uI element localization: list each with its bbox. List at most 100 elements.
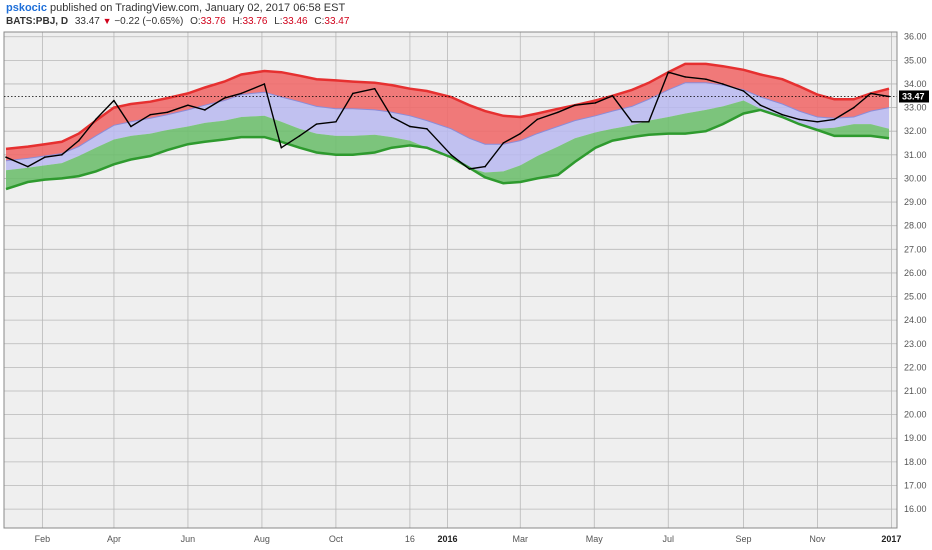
x-tick-label: Apr	[107, 534, 121, 544]
upper-band-area	[6, 63, 889, 161]
y-tick-label: 32.00	[904, 126, 927, 136]
price-point	[888, 95, 890, 98]
price-point	[684, 76, 687, 78]
price-point	[263, 83, 266, 85]
price-point	[722, 83, 724, 85]
middle-band-line	[5, 82, 890, 162]
price-point	[223, 97, 226, 99]
y-tick-label: 34.00	[904, 79, 927, 89]
y-tick-label: 18.00	[904, 457, 927, 467]
x-tick-label: Jun	[181, 534, 196, 544]
price-point	[352, 92, 354, 95]
price-point	[833, 118, 836, 121]
y-tick-label: 19.00	[904, 433, 927, 443]
price-point	[536, 118, 539, 121]
price-point	[27, 165, 29, 168]
price-point	[484, 165, 486, 168]
price-point	[667, 71, 670, 73]
chart-header-publish: pskocic published on TradingView.com, Ja…	[6, 2, 345, 14]
indicator-bands	[5, 62, 890, 191]
y-tick-label: 30.00	[904, 173, 927, 183]
price-point	[426, 128, 428, 130]
last-price-tag: 33.47	[902, 91, 925, 101]
price-point	[130, 125, 132, 128]
y-tick-label: 17.00	[904, 480, 927, 490]
price-point	[149, 113, 152, 116]
price-point	[648, 120, 650, 123]
change-text: −0.22 (−0.65%)	[114, 16, 184, 27]
open-label: O:	[190, 16, 201, 27]
price-point	[502, 142, 505, 144]
y-tick-label: 25.00	[904, 292, 927, 302]
x-tick-label: Mar	[513, 534, 529, 544]
price-point	[240, 92, 243, 95]
published-text: published on TradingView.com, January 02…	[50, 2, 346, 14]
last-price-tag-bg	[899, 90, 929, 103]
price-point	[113, 99, 115, 102]
x-tick-label: 2016	[437, 534, 457, 544]
price-point	[335, 120, 337, 123]
price-point	[187, 104, 189, 107]
down-triangle-icon: ▼	[102, 16, 112, 26]
price-point	[44, 156, 46, 158]
high-value: 33.76	[242, 16, 268, 27]
price-point	[315, 123, 318, 125]
price-point	[594, 102, 597, 104]
price-point	[574, 104, 576, 107]
y-tick-label: 28.00	[904, 221, 927, 231]
x-tick-label: Sep	[735, 534, 751, 544]
price-point	[94, 118, 97, 121]
price-point	[60, 154, 63, 156]
lower-band-line	[5, 108, 890, 191]
y-tick-label: 20.00	[904, 410, 927, 420]
x-tick-label: May	[586, 534, 604, 544]
price-point	[816, 120, 819, 123]
price-point	[557, 111, 559, 114]
last-price-text: 33.47	[74, 16, 100, 27]
y-tick-label: 31.00	[904, 150, 927, 160]
price-point	[204, 109, 206, 111]
x-tick-label: Oct	[329, 534, 344, 544]
upper-band-line	[5, 62, 890, 151]
close-label: C:	[314, 16, 325, 27]
y-tick-label: 35.00	[904, 55, 927, 65]
price-point	[373, 87, 376, 90]
price-series	[5, 71, 890, 170]
author-link[interactable]: pskocic	[6, 2, 47, 14]
price-point	[759, 104, 762, 107]
price-point	[468, 168, 471, 170]
open-value: 33.76	[200, 16, 226, 27]
y-tick-label: 27.00	[904, 244, 927, 254]
price-point	[5, 156, 7, 158]
x-tick-label: Aug	[254, 534, 270, 544]
x-tick-label: Feb	[35, 534, 51, 544]
price-point	[781, 113, 784, 116]
y-tick-label: 29.00	[904, 197, 927, 207]
price-point	[853, 106, 855, 109]
price-point	[77, 139, 80, 142]
lower-band-area	[6, 100, 889, 190]
price-point	[409, 125, 411, 128]
price-point	[450, 154, 452, 156]
symbol-label[interactable]: BATS:PBJ, D	[6, 16, 69, 27]
price-point	[742, 90, 745, 92]
high-label: H:	[232, 16, 243, 27]
y-tick-label: 16.00	[904, 504, 927, 514]
y-tick-label: 22.00	[904, 362, 927, 372]
x-tick-label: 16	[405, 534, 415, 544]
plot-frame	[3, 31, 898, 529]
x-tick-label: Nov	[809, 534, 826, 544]
price-point	[798, 118, 801, 121]
y-tick-label: 24.00	[904, 315, 927, 325]
chart-header-ohlc: BATS:PBJ, D 33.47 ▼ −0.22 (−0.65%) O:33.…	[6, 16, 349, 27]
x-tick-label: 2017	[881, 534, 901, 544]
price-point	[705, 78, 707, 81]
x-tick-label: Jul	[662, 534, 674, 544]
low-value: 33.46	[282, 16, 308, 27]
price-point	[280, 146, 283, 149]
price-point	[390, 116, 393, 118]
y-tick-label: 33.00	[904, 103, 927, 113]
low-label: L:	[274, 16, 283, 27]
y-tick-label: 23.00	[904, 339, 927, 349]
